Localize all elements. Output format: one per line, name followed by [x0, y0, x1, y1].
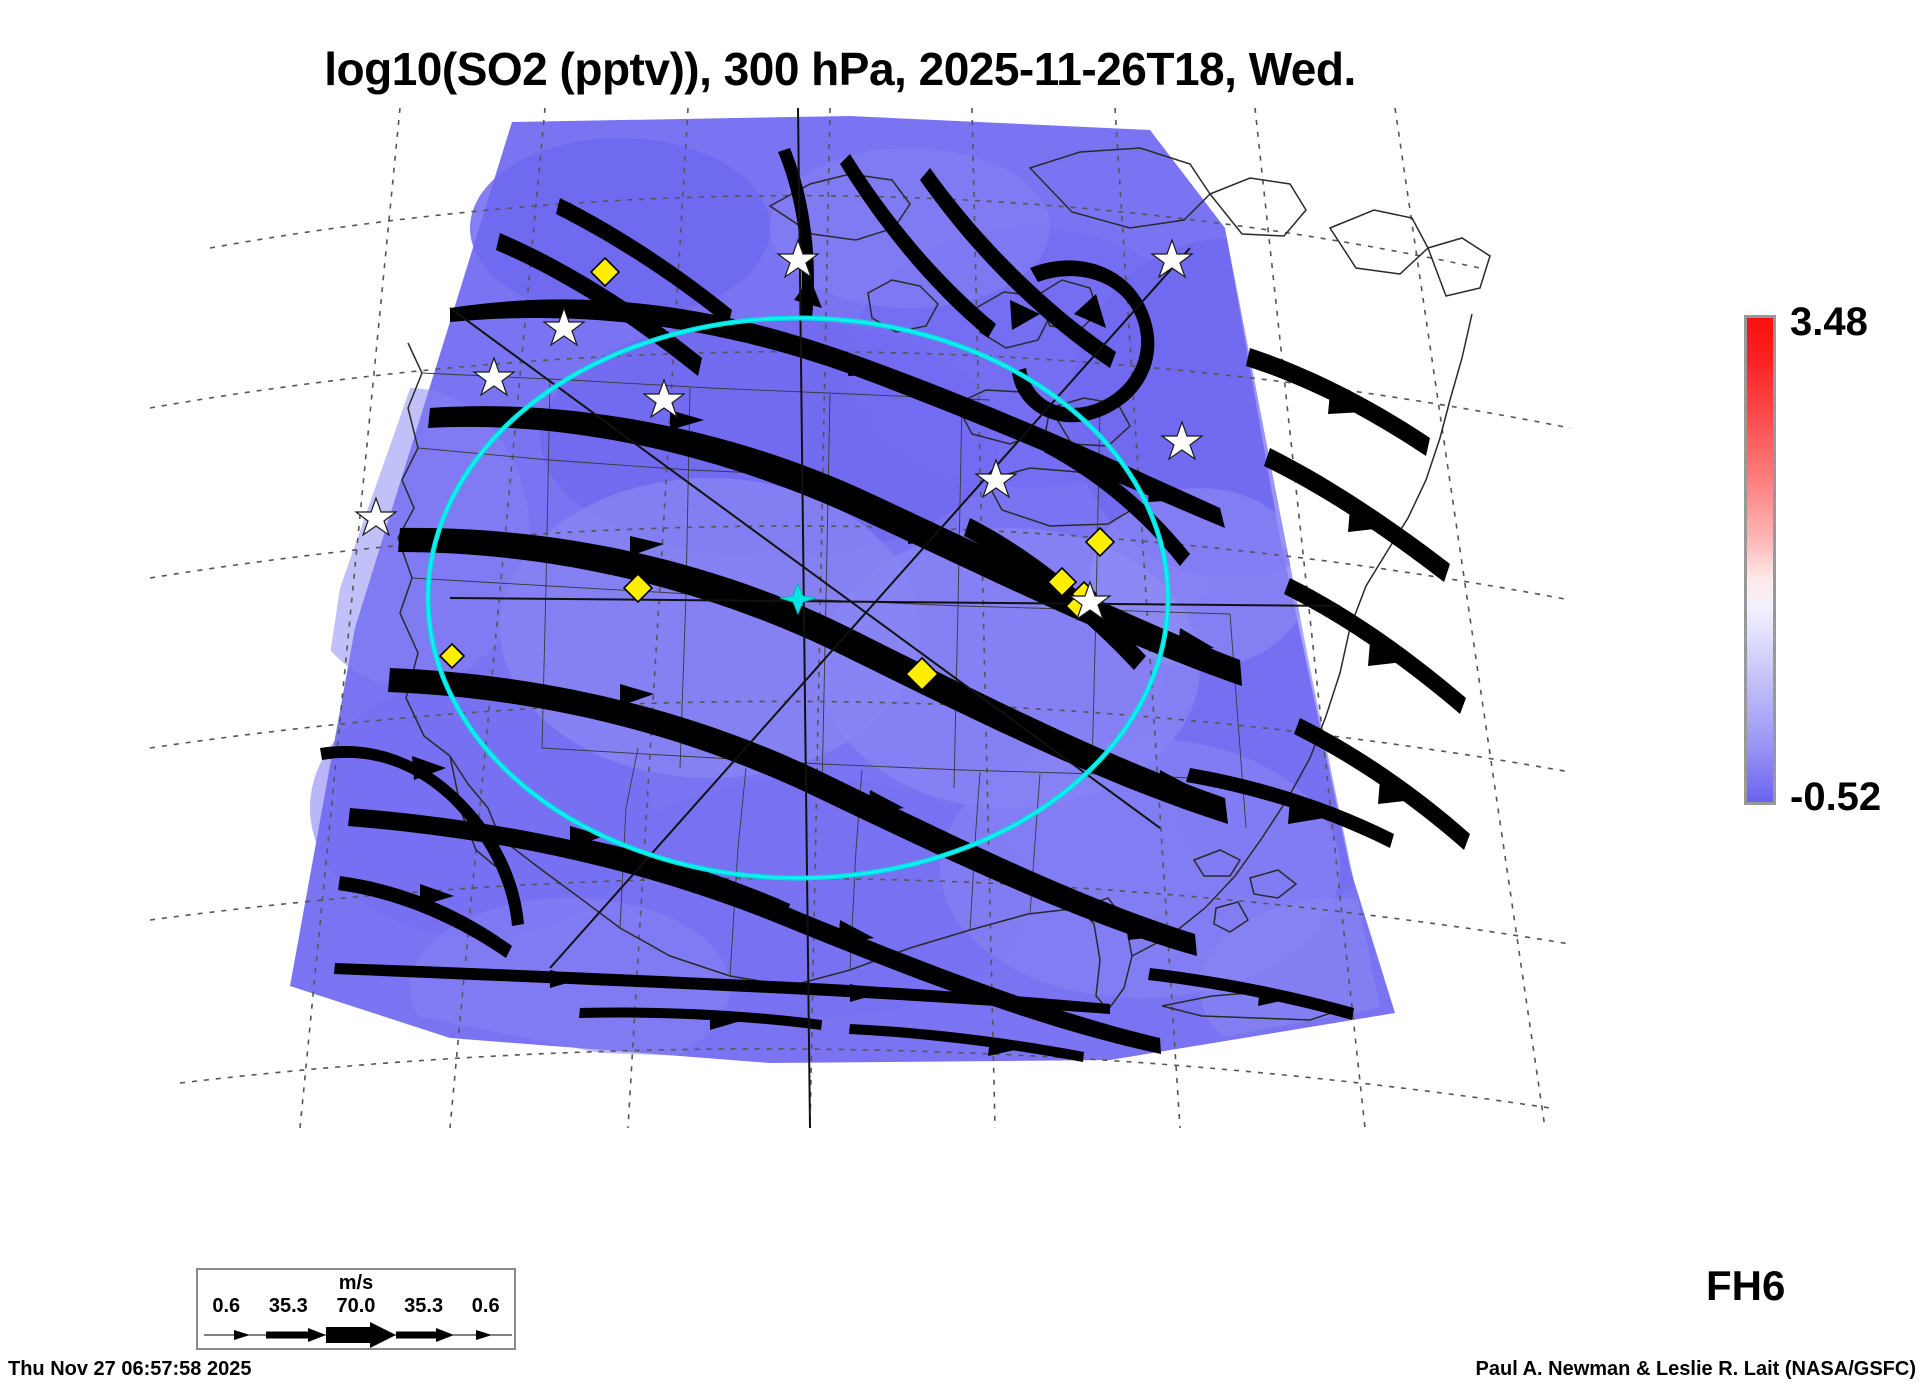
page-title: log10(SO2 (pptv)), 300 hPa, 2025-11-26T1… — [324, 43, 1356, 95]
wind-legend-value-1: 35.3 — [268, 1295, 308, 1317]
map-canvas[interactable] — [150, 108, 1570, 1128]
wind-speed-legend: m/s 0.6 35.3 70.0 35.3 0.6 — [196, 1268, 516, 1350]
generation-timestamp: Thu Nov 27 06:57:58 2025 — [8, 1358, 252, 1380]
wind-legend-value-4: 0.6 — [471, 1295, 500, 1317]
wind-legend-value-2: 70.0 — [336, 1295, 376, 1317]
credit-line: Paul A. Newman & Leslie R. Lait (NASA/GS… — [1475, 1358, 1916, 1380]
coastlines — [397, 147, 1491, 1021]
range-ring — [425, 315, 1171, 881]
streamline-arrowheads — [412, 278, 1414, 1056]
flight-track-lines — [449, 108, 1341, 1128]
site-markers[interactable] — [354, 238, 1204, 621]
forecast-hour-label: FH6 — [1706, 1262, 1786, 1309]
wind-legend-value-0: 0.6 — [212, 1295, 241, 1317]
wind-legend-value-3: 35.3 — [404, 1295, 444, 1317]
center-star-marker[interactable] — [779, 582, 817, 616]
wind-legend-unit: m/s — [338, 1272, 374, 1294]
colorbar-min-label: -0.52 — [1790, 775, 1882, 819]
colorbar — [1744, 315, 1776, 805]
map-panel[interactable] — [150, 108, 1570, 1128]
wind-streamlines — [320, 148, 1470, 1062]
wind-legend-values: 0.6 35.3 70.0 35.3 0.6 — [198, 1295, 514, 1318]
colorbar-max-label: 3.48 — [1790, 300, 1868, 344]
wind-legend-arrow-scale — [204, 1322, 512, 1348]
